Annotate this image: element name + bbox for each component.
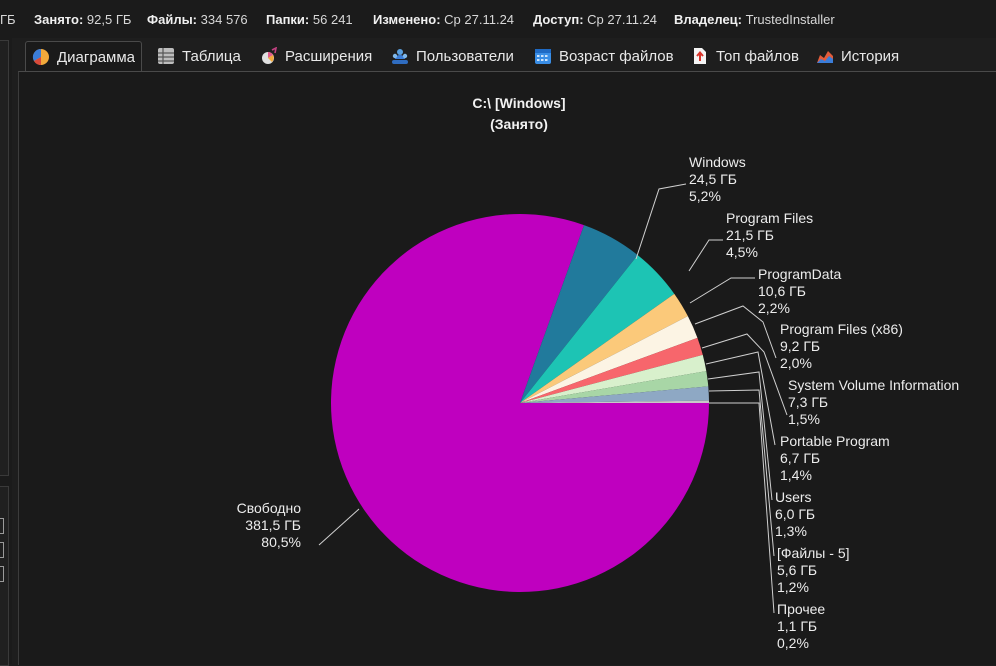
pie-slice[interactable]: [520, 386, 709, 403]
tab-table[interactable]: Таблица: [157, 42, 241, 70]
slice-label-percent: 80,5%: [261, 534, 301, 550]
top-files-icon: [691, 47, 709, 65]
info-files: Файлы: 334 576: [147, 12, 248, 27]
tab-top-files[interactable]: Топ файлов: [691, 42, 799, 70]
slice-label-percent: 2,2%: [758, 300, 790, 316]
tab-label: Топ файлов: [716, 47, 799, 65]
slice-label-name: Portable Program: [780, 433, 890, 449]
history-icon: [816, 47, 834, 65]
tab-extensions[interactable]: Расширения: [260, 42, 372, 70]
slice-leader-line: [705, 351, 776, 446]
slice-label-size: 6,0 ГБ: [775, 506, 815, 522]
checkbox-edge[interactable]: [0, 566, 4, 582]
extensions-icon: [260, 46, 278, 65]
info-modified: Изменено: Ср 27.11.24: [373, 12, 515, 27]
slice-label-percent: 1,3%: [775, 523, 807, 539]
slice-label-name: Users: [775, 489, 812, 505]
slice-label-size: 24,5 ГБ: [689, 171, 737, 187]
tab-label: Таблица: [182, 47, 241, 65]
tab-history[interactable]: История: [816, 42, 899, 70]
slice-leader-line: [318, 508, 360, 546]
pie-slice[interactable]: [520, 255, 675, 403]
slice-label-name: Program Files: [726, 210, 813, 226]
slice-label-size: 9,2 ГБ: [780, 338, 820, 354]
slice-label-percent: 0,2%: [777, 635, 809, 651]
slice-label-name: ProgramData: [758, 266, 841, 282]
tab-label: Расширения: [285, 47, 373, 65]
slice-leader-line: [688, 239, 723, 272]
tab-bar: Диаграмма Таблица Расширения Пользовател…: [18, 40, 996, 73]
slice-label-size: 5,6 ГБ: [777, 562, 817, 578]
chart-panel: C:\ [Windows] (Занято) Свободно 381,5 ГБ 8…: [18, 71, 996, 665]
slice-label-size: 10,6 ГБ: [758, 283, 806, 299]
slice-leader-line: [708, 389, 775, 557]
slice-label-size: 6,7 ГБ: [780, 450, 820, 466]
slice-label-percent: 1,2%: [777, 579, 809, 595]
slice-label-size: 381,5 ГБ: [245, 517, 301, 533]
info-bar: ГБ Занято: 92,5 ГБ Файлы: 334 576 Папки:…: [0, 0, 996, 38]
pie-slice[interactable]: [520, 400, 710, 403]
slice-label-name: Прочее: [777, 601, 825, 617]
tab-label: Пользователи: [416, 47, 514, 65]
slice-label-name: System Volume Information: [788, 377, 959, 393]
tab-label: Диаграмма: [57, 48, 136, 66]
slice-label-size: 21,5 ГБ: [726, 227, 774, 243]
slice-label-name: Свободно: [237, 500, 302, 516]
tab-file-age[interactable]: Возраст файлов: [534, 42, 674, 70]
tab-chart[interactable]: Диаграмма: [25, 41, 143, 73]
chart-subtitle: (Занято): [490, 116, 548, 132]
slice-label-name: Windows: [689, 154, 746, 170]
pie-slice[interactable]: [520, 316, 698, 403]
checkbox-edge[interactable]: [0, 518, 4, 534]
slice-label-name: [Файлы - 5]: [777, 545, 850, 561]
slice-label-percent: 1,5%: [788, 411, 820, 427]
pie-slice[interactable]: [520, 225, 638, 403]
info-cut-unit: ГБ: [0, 12, 16, 27]
tree-panel-edge[interactable]: [0, 40, 9, 476]
table-icon: [157, 47, 175, 65]
slice-label-percent: 4,5%: [726, 244, 758, 260]
slice-label-name: Program Files (x86): [780, 321, 903, 337]
info-folders: Папки: 56 241: [266, 12, 353, 27]
pie-slice[interactable]: [520, 337, 703, 403]
checkbox-edge[interactable]: [0, 542, 4, 558]
info-used: Занято: 92,5 ГБ: [34, 12, 132, 27]
pie-slice[interactable]: [520, 371, 709, 403]
tab-users[interactable]: Пользователи: [391, 42, 514, 70]
pie-slice[interactable]: [330, 213, 709, 592]
tab-label: История: [841, 47, 900, 65]
info-access: Доступ: Ср 27.11.24: [533, 12, 658, 27]
slice-leader-line: [701, 333, 788, 416]
pie-chart-icon: [32, 48, 50, 66]
tab-label: Возраст файлов: [559, 47, 674, 65]
slice-leader-line: [635, 183, 687, 260]
slice-label-percent: 2,0%: [780, 355, 812, 371]
slice-leader-line: [707, 371, 773, 501]
slice-label-size: 7,3 ГБ: [788, 394, 828, 410]
pie-slice[interactable]: [520, 293, 688, 403]
slice-leader-line: [694, 305, 777, 359]
slice-leader-line: [689, 277, 755, 304]
slice-leader-line: [709, 402, 775, 614]
slice-label-percent: 5,2%: [689, 188, 721, 204]
chart-title: C:\ [Windows]: [472, 95, 566, 111]
info-owner: Владелец: TrustedInstaller: [674, 12, 835, 27]
left-panel-edge: [0, 38, 12, 666]
slice-label-size: 1,1 ГБ: [777, 618, 817, 634]
slice-label-percent: 1,4%: [780, 467, 812, 483]
pie-slice[interactable]: [520, 354, 707, 403]
users-icon: [391, 47, 409, 65]
calendar-icon: [534, 47, 552, 65]
